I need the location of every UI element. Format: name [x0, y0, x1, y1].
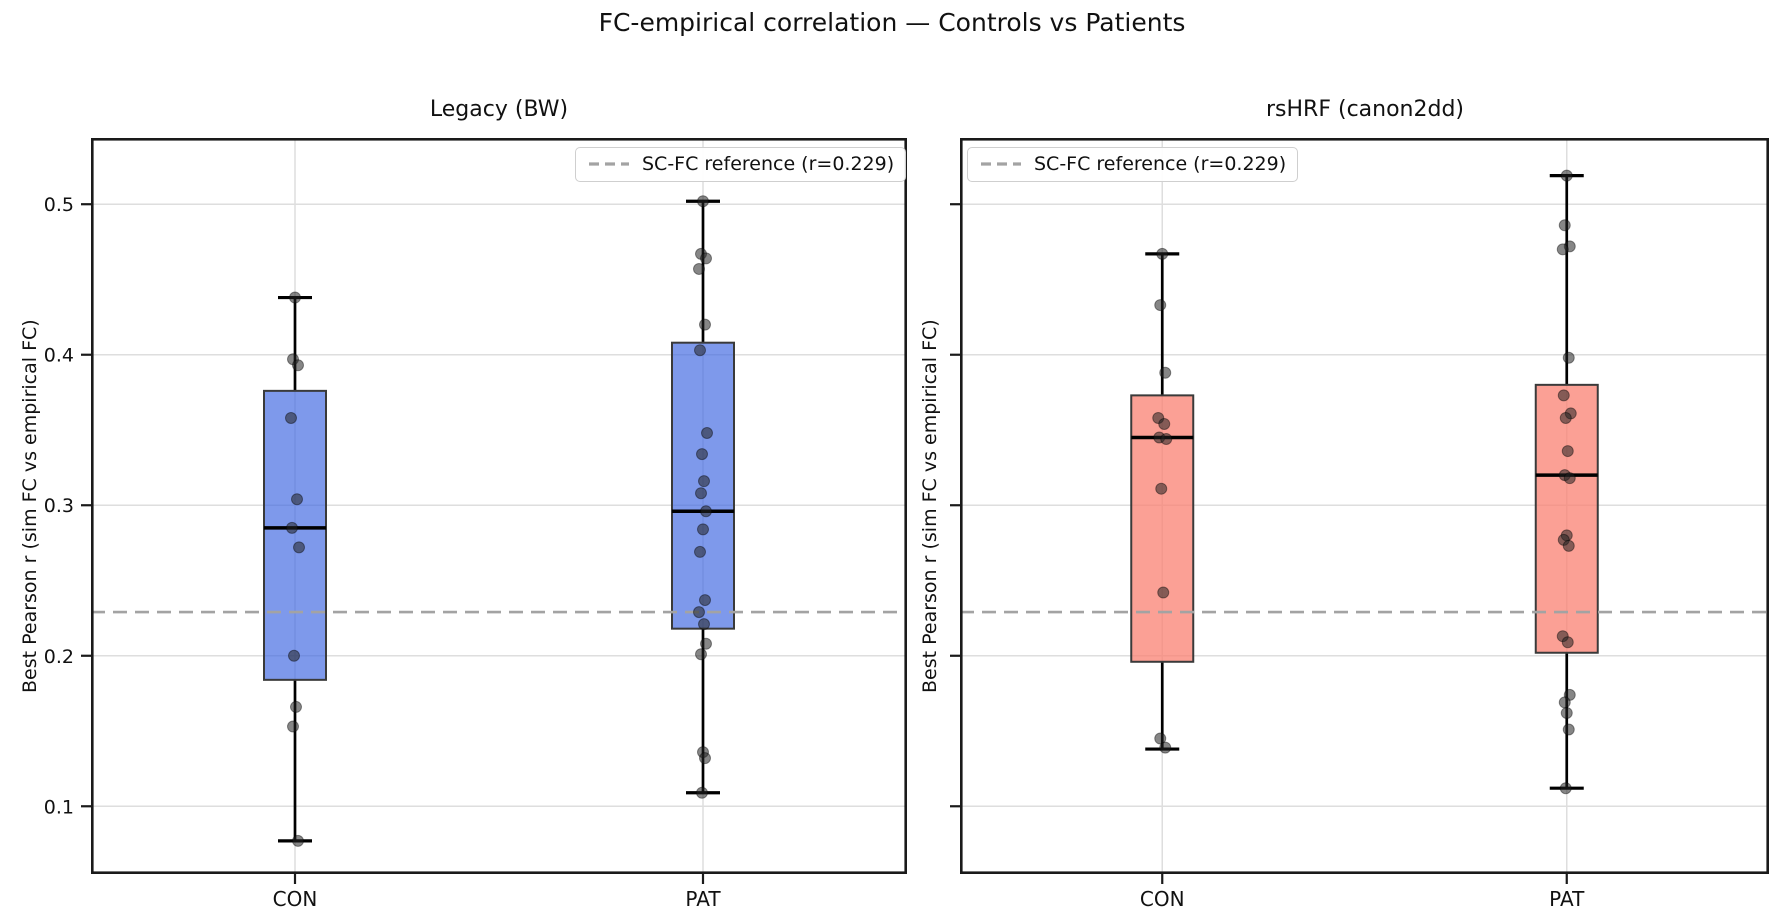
data-point: [699, 594, 711, 607]
data-point: [698, 618, 710, 631]
data-point: [1560, 706, 1573, 719]
data-point: [1559, 782, 1572, 795]
box-con: [263, 389, 327, 681]
axes-spines: [90, 137, 908, 875]
data-point: [290, 700, 302, 713]
data-point: [1563, 472, 1576, 485]
y-axis-label-left: Best Pearson r (sim FC vs empirical FC): [19, 319, 41, 693]
box-pat: [1534, 383, 1599, 654]
axes-spines: [959, 137, 1770, 875]
category-label: PAT: [685, 887, 721, 911]
data-point: [694, 545, 706, 558]
data-point: [1559, 411, 1572, 424]
figure-title: FC-empirical correlation — Controls vs P…: [598, 8, 1186, 37]
data-point: [695, 648, 707, 661]
data-point: [286, 521, 298, 534]
data-point: [292, 834, 304, 847]
data-point: [289, 291, 301, 304]
data-point: [700, 505, 712, 518]
data-point: [697, 523, 709, 536]
boxplot-legacy: 0.1 0.2 0.3 0.4 0.5 CON PAT: [44, 137, 908, 911]
data-point: [1558, 696, 1571, 709]
data-point: [1159, 366, 1172, 379]
data-point: [696, 786, 708, 799]
data-point: [697, 195, 709, 208]
category-label: PAT: [1549, 887, 1585, 911]
data-point: [700, 252, 712, 265]
data-point: [1156, 247, 1169, 260]
data-point: [701, 427, 713, 440]
y-tick-label: 0.2: [44, 646, 74, 668]
dashed-line-sample: [589, 162, 629, 166]
data-point: [1159, 741, 1172, 754]
data-point: [285, 411, 297, 424]
category-label: CON: [1140, 887, 1185, 911]
data-point: [693, 262, 705, 275]
legend-rshrf: SC-FC reference (r=0.229): [967, 147, 1299, 182]
legend-label: SC-FC reference (r=0.229): [1034, 153, 1287, 175]
data-point: [699, 752, 711, 765]
data-point: [1556, 243, 1569, 256]
data-point: [693, 606, 705, 619]
y-tick-label: 0.1: [44, 796, 74, 818]
data-point: [292, 359, 304, 372]
data-point: [1154, 299, 1167, 312]
category-label: CON: [273, 887, 318, 911]
data-point: [1154, 732, 1167, 745]
boxplot-rshrf: CON PAT: [950, 137, 1770, 911]
data-point: [1158, 417, 1171, 430]
data-point: [699, 318, 711, 331]
y-tick-label: 0.3: [44, 495, 74, 517]
subplot-title-legacy: Legacy (BW): [429, 97, 569, 122]
data-point: [698, 475, 710, 488]
data-point: [293, 541, 305, 554]
data-point: [1560, 169, 1573, 182]
data-point: [287, 720, 299, 733]
legend-label: SC-FC reference (r=0.229): [642, 153, 895, 175]
data-point: [1562, 723, 1575, 736]
data-point: [1562, 351, 1575, 364]
data-point: [1562, 539, 1575, 552]
data-point: [288, 649, 300, 662]
subplot-title-rshrf: rsHRF (canon2dd): [1266, 97, 1464, 122]
data-point: [1160, 433, 1173, 446]
data-point: [1561, 445, 1574, 458]
data-point: [1557, 389, 1570, 402]
y-tick-label: 0.5: [44, 194, 74, 216]
data-point: [1157, 586, 1170, 599]
y-axis-label-right: Best Pearson r (sim FC vs empirical FC): [919, 319, 941, 693]
data-point: [291, 493, 303, 506]
dashed-line-sample: [981, 162, 1021, 166]
data-point: [695, 487, 707, 500]
legend-legacy: SC-FC reference (r=0.229): [575, 147, 907, 182]
y-tick-label: 0.4: [44, 345, 74, 367]
data-point: [1155, 482, 1168, 495]
data-point: [1558, 219, 1571, 232]
data-point: [1561, 636, 1574, 649]
data-point: [694, 344, 706, 357]
data-point: [696, 448, 708, 461]
data-point: [700, 637, 712, 650]
